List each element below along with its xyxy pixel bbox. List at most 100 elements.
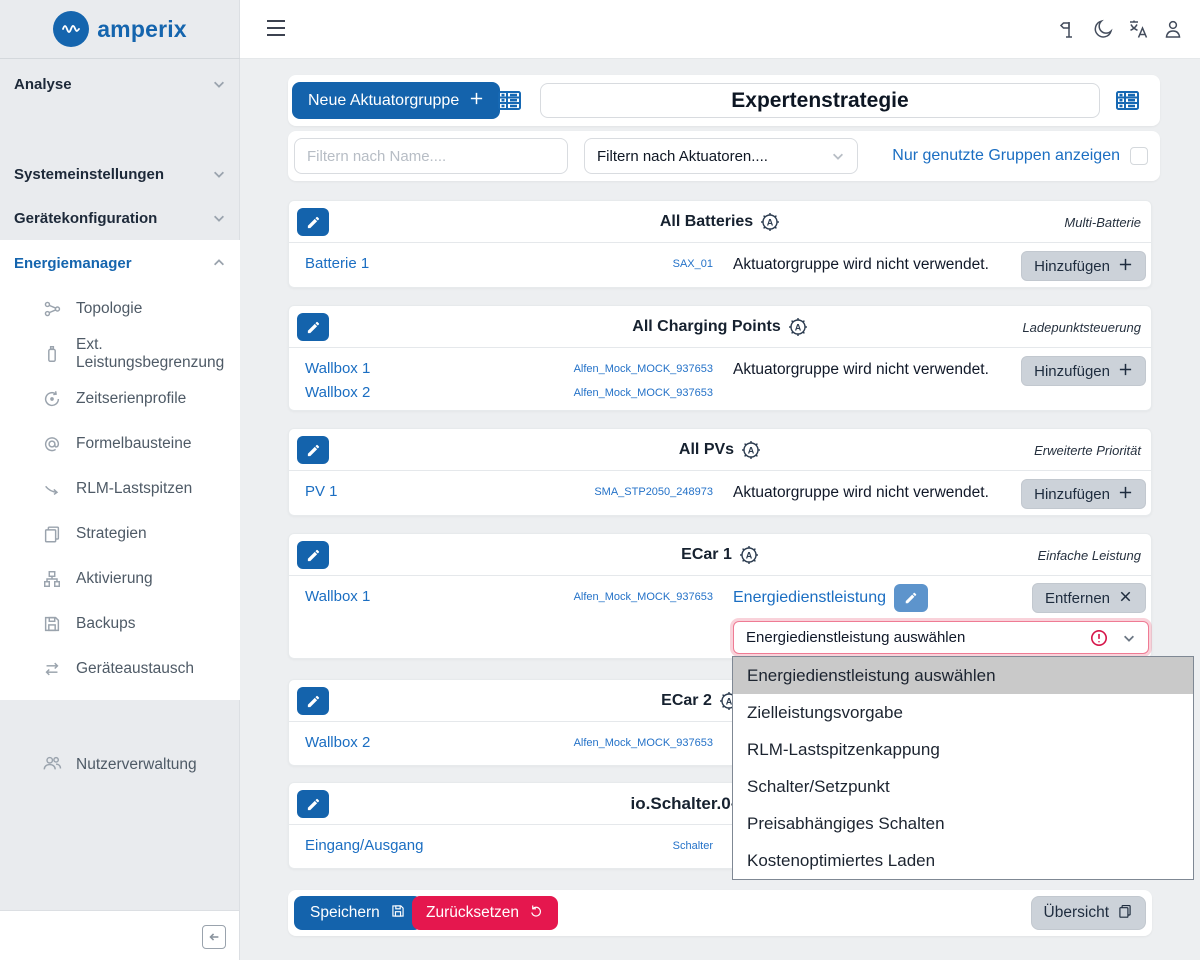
pages-icon bbox=[42, 524, 62, 544]
device-link[interactable]: PV 1 bbox=[305, 483, 338, 500]
sidebar-item-nutzerverwaltung[interactable]: Nutzerverwaltung bbox=[0, 747, 240, 783]
edit-group-button[interactable] bbox=[297, 436, 329, 464]
reset-button[interactable]: Zurücksetzen bbox=[412, 896, 559, 930]
moon-icon[interactable] bbox=[1092, 18, 1114, 40]
remove-group-button[interactable]: Entfernen bbox=[1031, 583, 1146, 613]
main-content: Neue Aktuatorgruppe Filtern nach Aktuato… bbox=[240, 60, 1200, 960]
add-group-button[interactable]: Hinzufügen bbox=[1021, 479, 1146, 509]
sidebar-item-rlm-lastspitzen[interactable]: RLM-Lastspitzen bbox=[0, 466, 240, 511]
translate-icon[interactable] bbox=[1127, 18, 1149, 40]
sidebar-item-geraeteaustausch[interactable]: Geräteaustausch bbox=[0, 646, 240, 691]
sidebar-collapse-button[interactable] bbox=[202, 925, 226, 949]
sidebar-section-energiemanager[interactable]: Energiemanager bbox=[0, 245, 240, 281]
pages-icon bbox=[1117, 903, 1133, 924]
add-group-button[interactable]: Hinzufügen bbox=[1021, 356, 1146, 386]
brand-logo[interactable]: amperix bbox=[0, 0, 240, 59]
add-group-button[interactable]: Hinzufügen bbox=[1021, 251, 1146, 281]
sidebar-item-zeitserienprofile[interactable]: Zeitserienprofile bbox=[0, 376, 240, 421]
group-card-ecar-1: ECar 1 A Einfache Leistung Wallbox 1 Alfe… bbox=[288, 533, 1152, 659]
sidebar-active-group bbox=[0, 240, 240, 700]
new-actuator-group-button[interactable]: Neue Aktuatorgruppe bbox=[292, 82, 501, 119]
pencil-icon bbox=[307, 216, 319, 228]
group-type-label: Einfache Leistung bbox=[1037, 547, 1141, 563]
sidebar-item-strategien[interactable]: Strategien bbox=[0, 511, 240, 556]
sidebar-section-analyse[interactable]: Analyse bbox=[0, 66, 240, 102]
sidebar-item-topologie[interactable]: Topologie bbox=[0, 286, 240, 331]
filter-bar: Filtern nach Aktuatoren.... Nur genutzte… bbox=[288, 131, 1160, 181]
device-link[interactable]: Batterie 1 bbox=[305, 255, 370, 272]
swap-icon bbox=[42, 659, 62, 679]
dropdown-option[interactable]: Zielleistungsvorgabe bbox=[747, 702, 903, 722]
only-used-groups-label[interactable]: Nur genutzte Gruppen anzeigen bbox=[892, 147, 1120, 164]
pencil-icon bbox=[307, 549, 319, 561]
sidebar-item-aktivierung[interactable]: Aktivierung bbox=[0, 556, 240, 601]
dropdown-option[interactable]: Energiedienstleistung auswählen bbox=[733, 657, 1193, 694]
auto-gear-icon: A bbox=[788, 318, 807, 336]
strategy-table-view-icon[interactable] bbox=[1114, 87, 1141, 114]
group-table-view-icon[interactable] bbox=[496, 87, 523, 114]
signpost-icon[interactable] bbox=[1057, 18, 1079, 40]
undo-rotate-icon bbox=[528, 903, 544, 924]
dropdown-option[interactable]: RLM-Lastspitzenkappung bbox=[747, 739, 940, 759]
people-icon bbox=[42, 753, 62, 778]
chevron-down-icon bbox=[833, 153, 843, 160]
pencil-icon bbox=[905, 592, 917, 604]
sidebar-item-formelbausteine[interactable]: Formelbausteine bbox=[0, 421, 240, 466]
device-link[interactable]: Wallbox 1 bbox=[305, 360, 371, 377]
at-icon bbox=[42, 434, 62, 454]
overview-button[interactable]: Übersicht bbox=[1030, 896, 1146, 930]
device-link[interactable]: Wallbox 1 bbox=[305, 588, 371, 605]
strategy-name-input[interactable] bbox=[540, 83, 1100, 118]
device-id-link[interactable]: SMA_STP2050_248973 bbox=[594, 486, 713, 498]
sidebar-section-geraetekonfiguration[interactable]: Gerätekonfiguration bbox=[0, 200, 240, 236]
svg-text:A: A bbox=[746, 551, 753, 561]
device-link[interactable]: Wallbox 2 bbox=[305, 384, 371, 401]
pencil-icon bbox=[307, 321, 319, 333]
dropdown-option[interactable]: Kostenoptimiertes Laden bbox=[747, 850, 936, 870]
dropdown-option[interactable]: Preisabhängiges Schalten bbox=[747, 813, 945, 833]
filter-name-input[interactable] bbox=[294, 138, 568, 174]
device-link[interactable]: Wallbox 2 bbox=[305, 734, 371, 751]
user-icon[interactable] bbox=[1162, 18, 1184, 40]
brand-name: amperix bbox=[97, 15, 187, 42]
group-card-all-batteries: All Batteries A Multi-Batterie Batterie … bbox=[288, 200, 1152, 288]
device-id-link[interactable]: Alfen_Mock_MOCK_937653 bbox=[573, 737, 713, 749]
edit-group-button[interactable] bbox=[297, 541, 329, 569]
pencil-icon bbox=[307, 695, 319, 707]
device-id-link[interactable]: SAX_01 bbox=[672, 258, 713, 270]
group-type-label: Erweiterte Priorität bbox=[1034, 442, 1141, 458]
plus-icon bbox=[1118, 485, 1133, 504]
chevron-down-icon bbox=[214, 171, 224, 178]
plus-icon bbox=[1118, 257, 1133, 276]
close-icon bbox=[1118, 589, 1133, 608]
edit-group-button[interactable] bbox=[297, 790, 329, 818]
device-id-link[interactable]: Schalter bbox=[672, 840, 713, 852]
sidebar: amperix Analyse Systemeinstellungen Gerä… bbox=[0, 0, 240, 960]
device-link[interactable]: Eingang/Ausgang bbox=[305, 837, 424, 854]
edit-group-button[interactable] bbox=[297, 208, 329, 236]
energy-service-select[interactable]: Energiedienstleistung auswählen bbox=[733, 621, 1149, 654]
device-id-link[interactable]: Alfen_Mock_MOCK_937653 bbox=[573, 591, 713, 603]
energy-service-dropdown: Energiedienstleistung auswählen Zielleis… bbox=[732, 656, 1194, 880]
arrow-left-icon bbox=[209, 933, 219, 941]
svg-text:A: A bbox=[767, 218, 774, 228]
dropdown-option[interactable]: Schalter/Setzpunkt bbox=[747, 776, 890, 796]
battery-icon bbox=[42, 344, 62, 364]
energy-service-link[interactable]: Energiedienstleistung bbox=[733, 589, 886, 606]
svg-text:A: A bbox=[794, 323, 801, 333]
sidebar-item-ext-leistungsbegrenzung[interactable]: Ext. Leistungsbegrenzung bbox=[0, 331, 240, 376]
sidebar-section-systemeinstellungen[interactable]: Systemeinstellungen bbox=[0, 156, 240, 192]
sidebar-item-backups[interactable]: Backups bbox=[0, 601, 240, 646]
auto-gear-icon: A bbox=[742, 441, 761, 459]
menu-toggle-icon[interactable] bbox=[267, 20, 285, 36]
edit-group-button[interactable] bbox=[297, 687, 329, 715]
device-id-link[interactable]: Alfen_Mock_MOCK_937653 bbox=[573, 387, 713, 399]
edit-service-button[interactable] bbox=[894, 584, 928, 612]
filter-actuators-select[interactable]: Filtern nach Aktuatoren.... bbox=[584, 138, 858, 174]
group-status-text: Aktuatorgruppe wird nicht verwendet. bbox=[733, 361, 989, 378]
device-id-link[interactable]: Alfen_Mock_MOCK_937653 bbox=[573, 363, 713, 375]
save-button[interactable]: Speichern bbox=[294, 896, 422, 930]
only-used-groups-checkbox[interactable] bbox=[1130, 147, 1148, 165]
sidebar-footer bbox=[0, 910, 239, 960]
edit-group-button[interactable] bbox=[297, 313, 329, 341]
